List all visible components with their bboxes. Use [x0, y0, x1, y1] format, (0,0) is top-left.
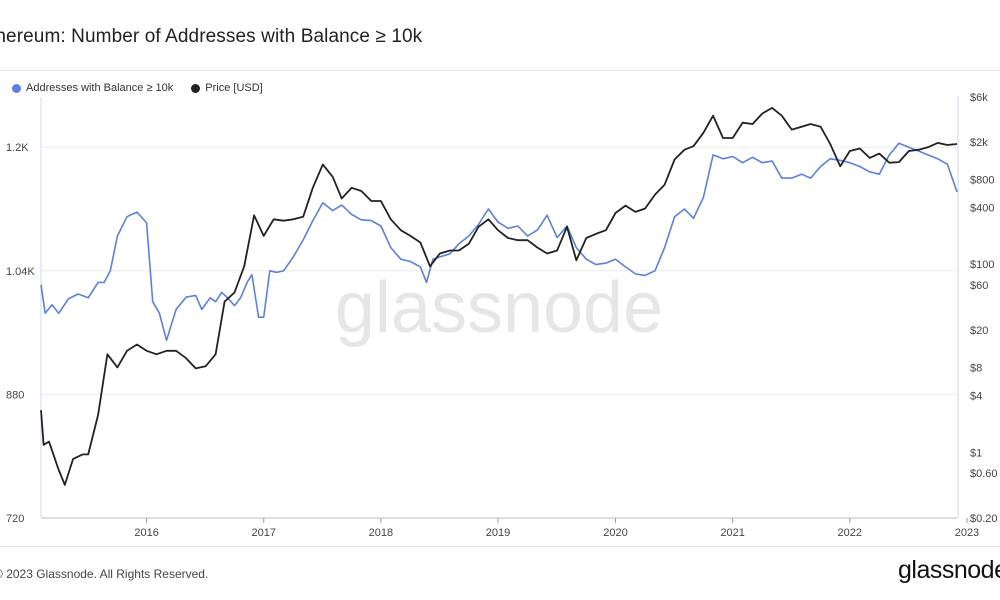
y-right-tick-label: $6k [970, 92, 988, 104]
legend-label-addresses: Addresses with Balance ≥ 10k [26, 82, 174, 94]
footer-divider [0, 546, 1000, 547]
y-right-tick-label: $100 [970, 259, 994, 271]
legend-item-price[interactable]: Price [USD] [191, 82, 263, 94]
x-tick-label: 2018 [369, 527, 393, 539]
legend-label-price: Price [USD] [205, 82, 263, 94]
y-left-tick-label: 720 [6, 513, 24, 525]
x-tick-label: 2022 [838, 527, 862, 539]
x-tick-label: 2023 [955, 527, 979, 539]
series-line-addresses [40, 142, 958, 342]
y-right-tick-label: $400 [970, 203, 994, 215]
y-right-tick-label: $800 [970, 174, 994, 186]
y-right-tick-label: $2k [970, 137, 988, 149]
y-right-tick-label: $1 [970, 447, 982, 459]
copyright-text: © 2023 Glassnode. All Rights Reserved. [0, 567, 209, 581]
chart-legend: Addresses with Balance ≥ 10k Price [USD] [12, 82, 263, 94]
y-right-tick-label: $0.20 [970, 513, 998, 525]
x-tick-label: 2019 [486, 527, 510, 539]
series-line-price [40, 107, 958, 486]
y-right-tick-label: $0.60 [970, 468, 998, 480]
legend-item-addresses[interactable]: Addresses with Balance ≥ 10k [12, 82, 173, 94]
x-tick-label: 2021 [720, 527, 744, 539]
y-left-tick-label: 1.04K [6, 266, 35, 278]
x-tick-label: 2020 [603, 527, 627, 539]
y-right-tick-label: $8 [970, 362, 982, 374]
y-left-tick-label: 880 [6, 389, 24, 401]
y-left-tick-label: 1.2K [6, 142, 29, 154]
brand-logo: glassnode [898, 556, 1000, 584]
watermark: glassnode [335, 268, 663, 348]
legend-dot-addresses [12, 83, 21, 93]
legend-dot-price [191, 83, 201, 93]
chart-title: thereum: Number of Addresses with Balanc… [0, 26, 423, 47]
title-divider [0, 70, 1000, 71]
x-tick-label: 2016 [134, 527, 158, 539]
y-right-tick-label: $60 [970, 280, 988, 292]
y-right-tick-label: $20 [970, 325, 988, 337]
y-right-tick-label: $4 [970, 391, 982, 403]
x-tick-label: 2017 [251, 527, 275, 539]
